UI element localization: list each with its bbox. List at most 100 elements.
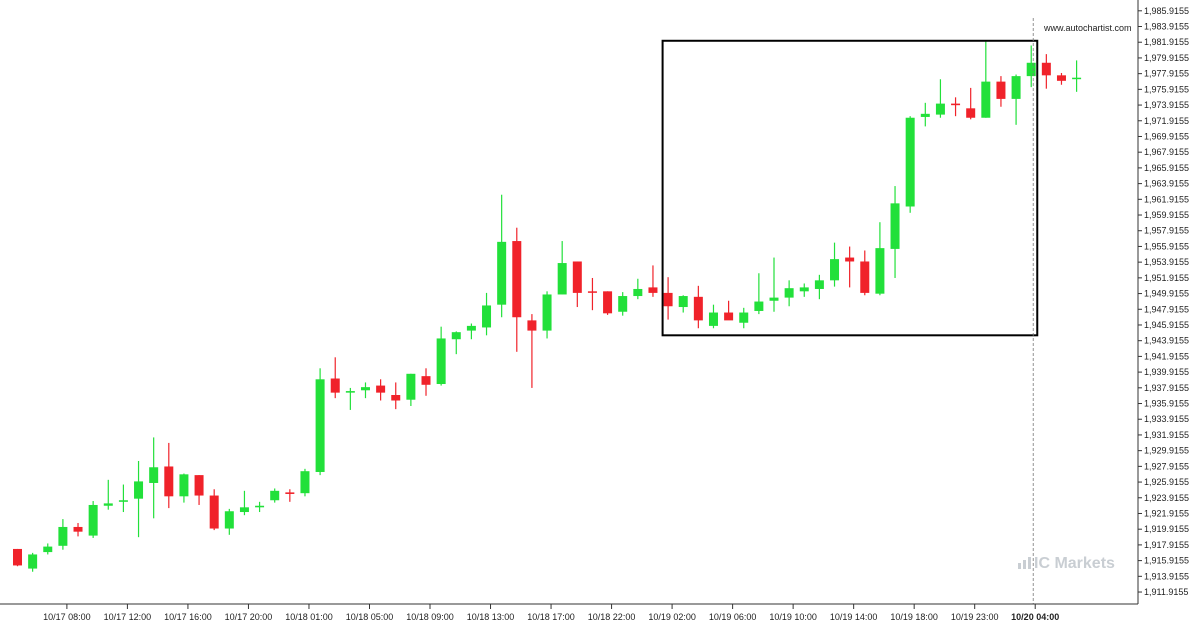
y-tick-label: 1,965.9155 [1144,163,1189,173]
candle-body [103,503,113,506]
candle [118,484,128,513]
candle-body [966,108,976,118]
x-tick-label: 10/18 22:00 [588,612,636,622]
candle-body [845,257,855,262]
candle-body [1072,77,1082,80]
y-tick-label: 1,963.9155 [1144,179,1189,189]
candle-body [134,481,144,499]
candle-body [542,294,552,331]
candle-body [905,117,915,207]
candle [830,242,840,287]
candle [603,291,613,315]
y-tick-label: 1,977.9155 [1144,69,1189,79]
candle-body [239,507,249,513]
candle [149,437,159,519]
candle [981,41,991,118]
candle [239,490,249,516]
candle [497,194,507,318]
candle [13,548,22,567]
candle [255,501,265,513]
pattern-box-layer [661,18,1039,604]
y-tick-label: 1,959.9155 [1144,210,1189,220]
y-tick-label: 1,969.9155 [1144,131,1189,141]
candle-body [663,292,673,307]
candle [875,222,885,296]
candle [996,76,1006,107]
candle [890,186,900,278]
candle-body [920,113,930,117]
candle-body [996,81,1006,99]
y-tick-label: 1,981.9155 [1144,37,1189,47]
x-tick-label: 10/19 02:00 [648,612,696,622]
candle [179,473,189,503]
y-tick-label: 1,939.9155 [1144,367,1189,377]
candle [466,323,476,340]
candle-body [678,296,688,308]
candle [406,373,416,406]
y-tick-label: 1,947.9155 [1144,304,1189,314]
candle [391,382,401,410]
candle-body [73,526,83,532]
candle [814,274,824,300]
candle-body [860,261,870,293]
candle [663,277,673,320]
x-tick-label: 10/19 18:00 [890,612,938,622]
candle-body [451,332,461,340]
candle [376,379,386,401]
y-axis: 1,985.9155 1,983.9155 1,981.9155 1,979.9155… [1137,0,1189,604]
candle-body [648,287,658,293]
candle-body [58,526,68,546]
candle-body [1041,62,1051,76]
candle [845,246,855,288]
candle-body [300,471,310,494]
candle-body [572,261,582,293]
y-tick-label: 1,967.9155 [1144,147,1189,157]
candle [1072,60,1082,92]
candle [43,543,53,555]
x-tick-label: 10/18 05:00 [346,612,394,622]
candle [618,292,628,316]
candle-body [209,495,219,529]
candle-body [1011,76,1021,99]
candle-body [194,475,204,496]
y-tick-label: 1,975.9155 [1144,84,1189,94]
candle [330,357,340,399]
candle-body [270,490,280,501]
candle-body [1026,62,1036,77]
y-tick-label: 1,941.9155 [1144,351,1189,361]
candle [421,368,431,396]
candle-body [497,241,507,305]
candle [527,314,537,388]
candle [1056,72,1066,85]
candle [345,387,355,410]
candle-body [875,248,885,294]
candle [300,468,310,497]
y-tick-label: 1,957.9155 [1144,226,1189,236]
y-tick-label: 1,917.9155 [1144,540,1189,550]
candle-body [890,203,900,249]
candle-body [13,548,22,566]
y-tick-label: 1,985.9155 [1144,6,1189,16]
candle [678,295,688,313]
candle [648,265,658,297]
candle-body [739,312,749,323]
candle-body [376,385,386,393]
y-tick-label: 1,911.9155 [1144,587,1188,597]
x-tick-label: 10/17 20:00 [225,612,273,622]
candle-body [88,504,98,536]
y-tick-label: 1,943.9155 [1144,336,1189,346]
candle [935,79,945,118]
candle-body [557,263,567,295]
candle [482,292,492,336]
candle-body [345,391,355,393]
candle-body [330,378,340,393]
y-tick-label: 1,937.9155 [1144,383,1189,393]
y-tick-label: 1,961.9155 [1144,194,1189,204]
candle [88,501,98,538]
candle [799,283,809,297]
y-tick-label: 1,971.9155 [1144,116,1189,126]
x-tick-label: 10/19 06:00 [709,612,757,622]
candles-layer [13,41,1082,572]
candle [28,552,38,572]
